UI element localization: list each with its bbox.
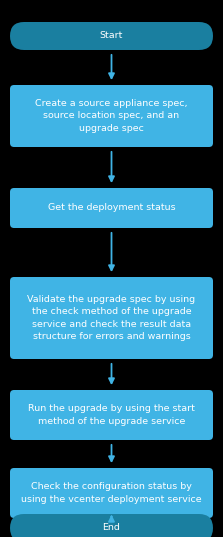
Text: Validate the upgrade spec by using
the check method of the upgrade
service and c: Validate the upgrade spec by using the c… (27, 295, 196, 340)
FancyBboxPatch shape (10, 22, 213, 50)
FancyBboxPatch shape (10, 277, 213, 359)
Text: Run the upgrade by using the start
method of the upgrade service: Run the upgrade by using the start metho… (28, 404, 195, 426)
Text: Check the configuration status by
using the vcenter deployment service: Check the configuration status by using … (21, 482, 202, 504)
FancyBboxPatch shape (10, 468, 213, 518)
FancyBboxPatch shape (10, 85, 213, 147)
Text: Start: Start (100, 32, 123, 40)
FancyBboxPatch shape (10, 390, 213, 440)
Text: End: End (103, 524, 120, 533)
Text: Get the deployment status: Get the deployment status (48, 204, 175, 213)
FancyBboxPatch shape (10, 514, 213, 537)
Text: Create a source appliance spec,
source location spec, and an
upgrade spec: Create a source appliance spec, source l… (35, 99, 188, 133)
FancyBboxPatch shape (10, 188, 213, 228)
